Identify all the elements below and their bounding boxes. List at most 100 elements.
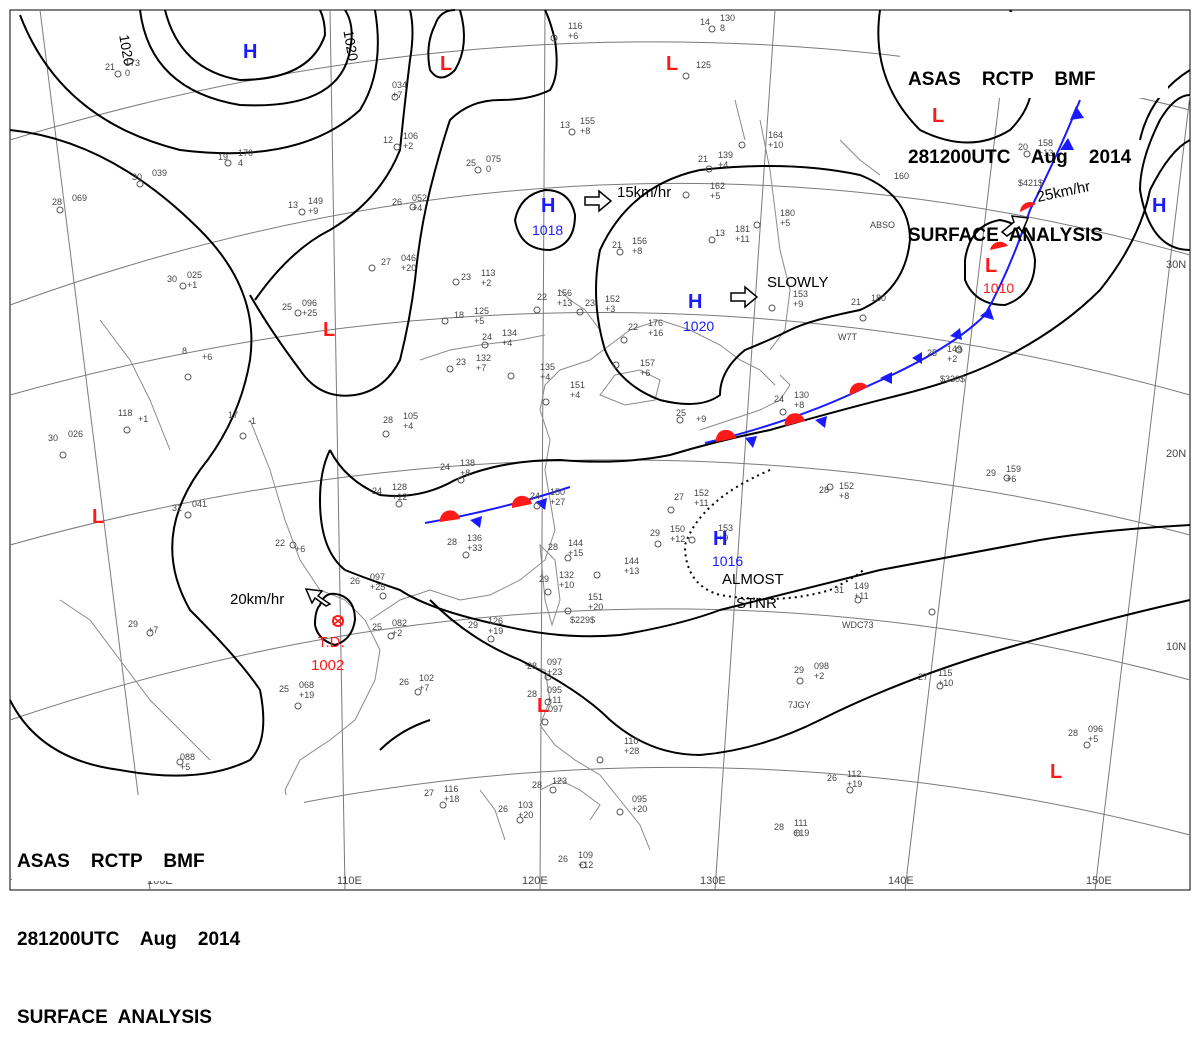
- station-pressure: 113: [481, 268, 495, 278]
- station-plot: 25 082+2: [372, 618, 407, 638]
- station-temperature: 28: [819, 485, 829, 495]
- station-temperature: 13: [560, 120, 570, 130]
- header-line: SURFACE ANALYSIS: [908, 225, 1103, 246]
- station-plot: 088+5: [180, 752, 195, 772]
- station-tendency: +9: [718, 533, 728, 543]
- station-tendency: +9: [308, 206, 318, 216]
- station-pressure: 075: [486, 154, 501, 164]
- station-pressure: 150: [670, 524, 685, 534]
- station-plot: 21 180: [851, 293, 886, 307]
- station-tendency: +2: [403, 141, 413, 151]
- map-frame: [9, 9, 1191, 891]
- header-line: 281200UTC Aug 2014: [908, 147, 1132, 168]
- station-pressure: 052: [412, 193, 427, 203]
- isobar-label: 1020: [116, 33, 137, 67]
- high-center-symbol: H: [1152, 195, 1166, 217]
- station-pressure: 102: [419, 673, 434, 683]
- station-pressure: 115: [938, 668, 952, 678]
- station-temperature: 24: [440, 462, 450, 472]
- lon-label: 140E: [888, 875, 914, 887]
- station-temperature: 28: [447, 537, 457, 547]
- station-temperature: 29: [468, 620, 478, 630]
- station-pressure: 156: [632, 236, 647, 246]
- station-tendency: +8: [794, 400, 804, 410]
- station-plot: 21 156+8: [612, 236, 647, 256]
- high-center-value: 1016: [712, 553, 743, 569]
- station-temperature: 28: [527, 689, 537, 699]
- station-tendency: +7: [419, 683, 429, 693]
- station-pressure: 180: [871, 293, 886, 303]
- station-tendency: +4: [718, 160, 728, 170]
- station-tendency: +4: [540, 372, 550, 382]
- station-plot: 160: [894, 171, 909, 181]
- station-tendency: +7: [476, 363, 486, 373]
- station-temperature: 13: [715, 228, 725, 238]
- station-tendency: +6: [1006, 474, 1016, 484]
- station-temperature: 29: [986, 468, 996, 478]
- station-temperature: 30: [48, 433, 58, 443]
- low-center-symbol: L: [985, 255, 997, 277]
- station-tendency: +4: [502, 338, 512, 348]
- station-pressure: 025: [187, 270, 202, 280]
- station-temperature: 24: [774, 394, 784, 404]
- ship-id: $229$: [570, 615, 595, 625]
- station-plot: 26 112+19: [827, 769, 862, 789]
- station-pressure: 144: [624, 556, 639, 566]
- header-line: 281200UTC Aug 2014: [17, 929, 241, 950]
- station-tendency: +10: [938, 678, 953, 688]
- station-plot: 27 046+20: [381, 253, 416, 273]
- station-temperature: 23: [585, 298, 595, 308]
- station-tendency: +10: [768, 140, 783, 150]
- station-temperature: 26: [399, 677, 409, 687]
- station-temperature: 28: [527, 661, 537, 671]
- motion-arrows: [304, 189, 1030, 607]
- station-plot: 162+5: [710, 181, 725, 201]
- station-tendency: +19: [794, 828, 809, 838]
- station-plot: 12 106+2: [383, 131, 418, 151]
- station-pressure: 130: [794, 390, 809, 400]
- station-plot: 22 176+16: [628, 318, 663, 338]
- station-plot: 18 125+5: [454, 306, 489, 326]
- station-plot: 27 116+18: [424, 784, 459, 804]
- station-tendency: +5: [474, 316, 484, 326]
- station-temperature: 20: [1018, 142, 1028, 152]
- station-pressure: 151: [588, 592, 603, 602]
- stationary-note: STNR: [736, 595, 777, 612]
- station-temperature: 118: [118, 408, 132, 418]
- dotted-trough: [683, 469, 866, 600]
- isobar-label: 1020: [340, 29, 361, 63]
- station-pressure: 153: [793, 289, 808, 299]
- ship-id: $421$: [1018, 178, 1043, 188]
- station-tendency: +13: [1038, 148, 1053, 158]
- station-pressure: 111: [794, 818, 808, 828]
- station-pressure: 173: [125, 58, 140, 68]
- station-pressure: 180: [780, 208, 795, 218]
- station-tendency: +25: [302, 308, 317, 318]
- station-tendency: +9: [793, 299, 803, 309]
- station-plot: 8 +6: [182, 346, 212, 362]
- station-plot: 157+6: [640, 358, 655, 378]
- station-pressure: 156: [557, 288, 572, 298]
- station-plot: 26 102+7: [399, 673, 434, 693]
- station-pressure: 069: [72, 193, 87, 203]
- station-plot: 23 132+7: [456, 353, 491, 373]
- station-pressure: 150: [550, 487, 565, 497]
- station-plot: 28 095+11: [527, 685, 562, 705]
- station-tendency: +7: [392, 90, 402, 100]
- station-plot: 28 152+8: [819, 481, 854, 501]
- station-temperature: 29: [539, 574, 549, 584]
- lon-label: 110E: [337, 875, 362, 887]
- station-pressure: 125: [474, 306, 489, 316]
- station-pressure: 181: [735, 224, 750, 234]
- station-plot: 28 096+5: [1068, 724, 1103, 744]
- station-temperature: 21: [851, 297, 861, 307]
- ship-id: 7JGY: [788, 700, 811, 710]
- station-tendency: +1: [138, 414, 148, 424]
- station-temperature: 14: [700, 17, 710, 27]
- station-plot: 29 132+10: [539, 570, 574, 590]
- station-plot: 30 039: [132, 168, 167, 182]
